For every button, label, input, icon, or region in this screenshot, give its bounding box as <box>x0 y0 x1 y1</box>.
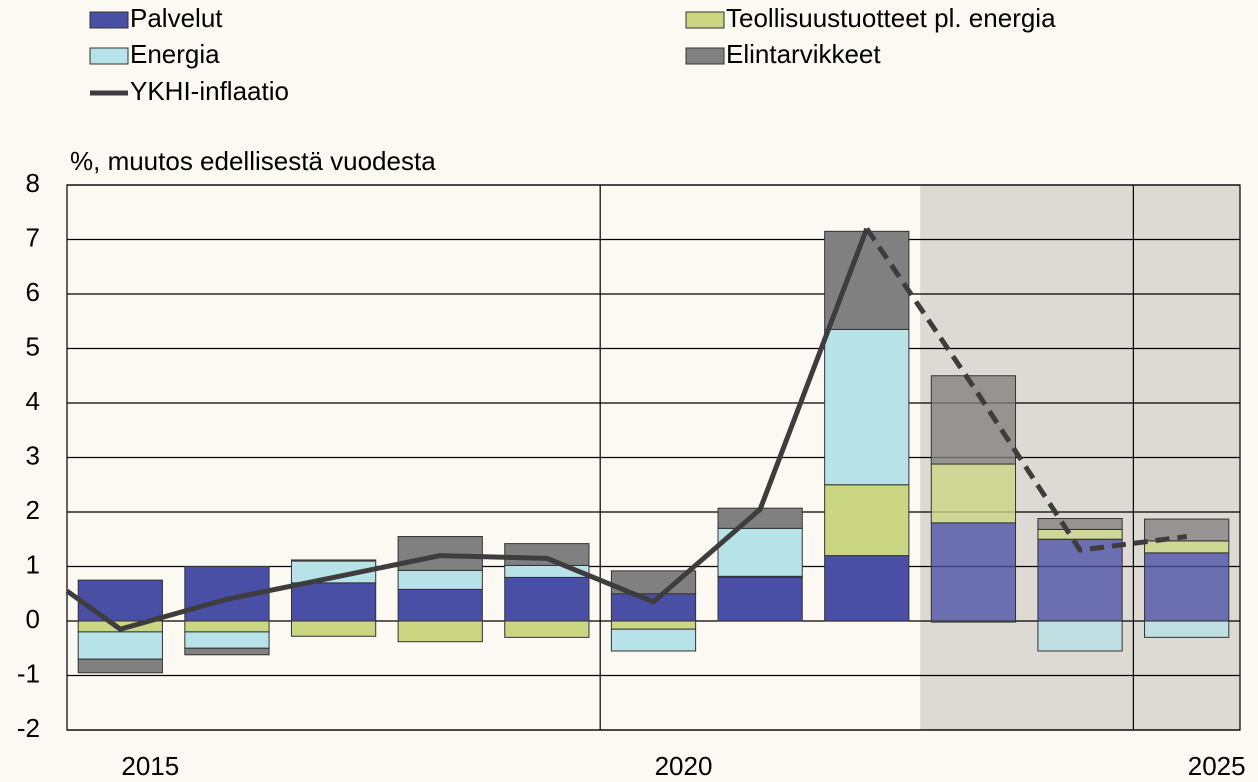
bar-segment <box>930 375 1017 465</box>
bar-segment <box>1037 620 1123 652</box>
bar-segment <box>1144 552 1230 622</box>
bar-segment <box>824 230 910 330</box>
bar-segment <box>1037 528 1123 540</box>
bar-segment <box>184 620 270 633</box>
y-tick-label: 3 <box>26 440 40 470</box>
legend-label: Elintarvikkeet <box>726 39 881 69</box>
bar-segment <box>397 620 483 643</box>
line-forecast <box>864 227 1187 553</box>
y-tick-label: -1 <box>17 658 40 688</box>
y-tick-label: 2 <box>26 495 40 525</box>
y-tick-label: 6 <box>26 277 40 307</box>
bar-segment <box>824 484 910 557</box>
bar-segment <box>824 328 910 486</box>
bar-segment <box>77 631 163 660</box>
bar-segment <box>397 588 483 622</box>
y-tick-label: 8 <box>26 168 40 198</box>
bar-segment <box>77 579 163 622</box>
bar-segment <box>1144 518 1230 542</box>
bar-segment <box>610 620 697 630</box>
bar-segment <box>397 536 483 571</box>
legend-swatch <box>685 11 725 29</box>
plot-frame <box>66 184 1241 731</box>
legend-label: YKHI-inflaatio <box>130 76 289 106</box>
x-tick-label: 2015 <box>121 751 179 781</box>
y-tick-label: 1 <box>26 549 40 579</box>
line <box>65 227 870 632</box>
bar-segment <box>610 628 697 652</box>
legend-swatch <box>89 11 129 29</box>
bar-segment <box>290 559 377 562</box>
legend-label: Teollisuustuotteet pl. energia <box>726 3 1056 33</box>
x-tick-label: 2020 <box>655 751 713 781</box>
legend-label: Palvelut <box>130 3 223 33</box>
y-tick-label: 7 <box>26 222 40 252</box>
bar-segment <box>290 582 377 622</box>
bar-segment <box>290 620 377 637</box>
y-tick-label: 5 <box>26 331 40 361</box>
legend-swatch <box>89 47 129 65</box>
y-tick-label: 0 <box>26 604 40 634</box>
bar-segment <box>930 463 1017 524</box>
bar-segment <box>717 576 803 622</box>
bar-segment <box>1144 620 1230 638</box>
y-tick-label: 4 <box>26 386 40 416</box>
bar-segment <box>824 555 910 622</box>
bar-segment <box>77 658 163 674</box>
y-tick-label: -2 <box>17 713 40 743</box>
bar-segment <box>504 620 590 638</box>
bar-segment <box>184 631 270 649</box>
bar-segment <box>930 620 1017 623</box>
x-tick-label: 2025 <box>1188 751 1246 781</box>
bar-segment <box>184 647 270 656</box>
legend-label: Energia <box>130 39 220 69</box>
bar-segment <box>504 576 590 622</box>
bar-segment <box>610 593 697 622</box>
bar-segment <box>930 522 1017 622</box>
bar-segment <box>1037 538 1123 622</box>
legend-swatch <box>685 47 725 65</box>
bar-segment <box>397 569 483 590</box>
bar-segment <box>1037 518 1123 530</box>
y-axis-label: %, muutos edellisestä vuodesta <box>70 146 436 176</box>
bar-segment <box>504 543 590 566</box>
